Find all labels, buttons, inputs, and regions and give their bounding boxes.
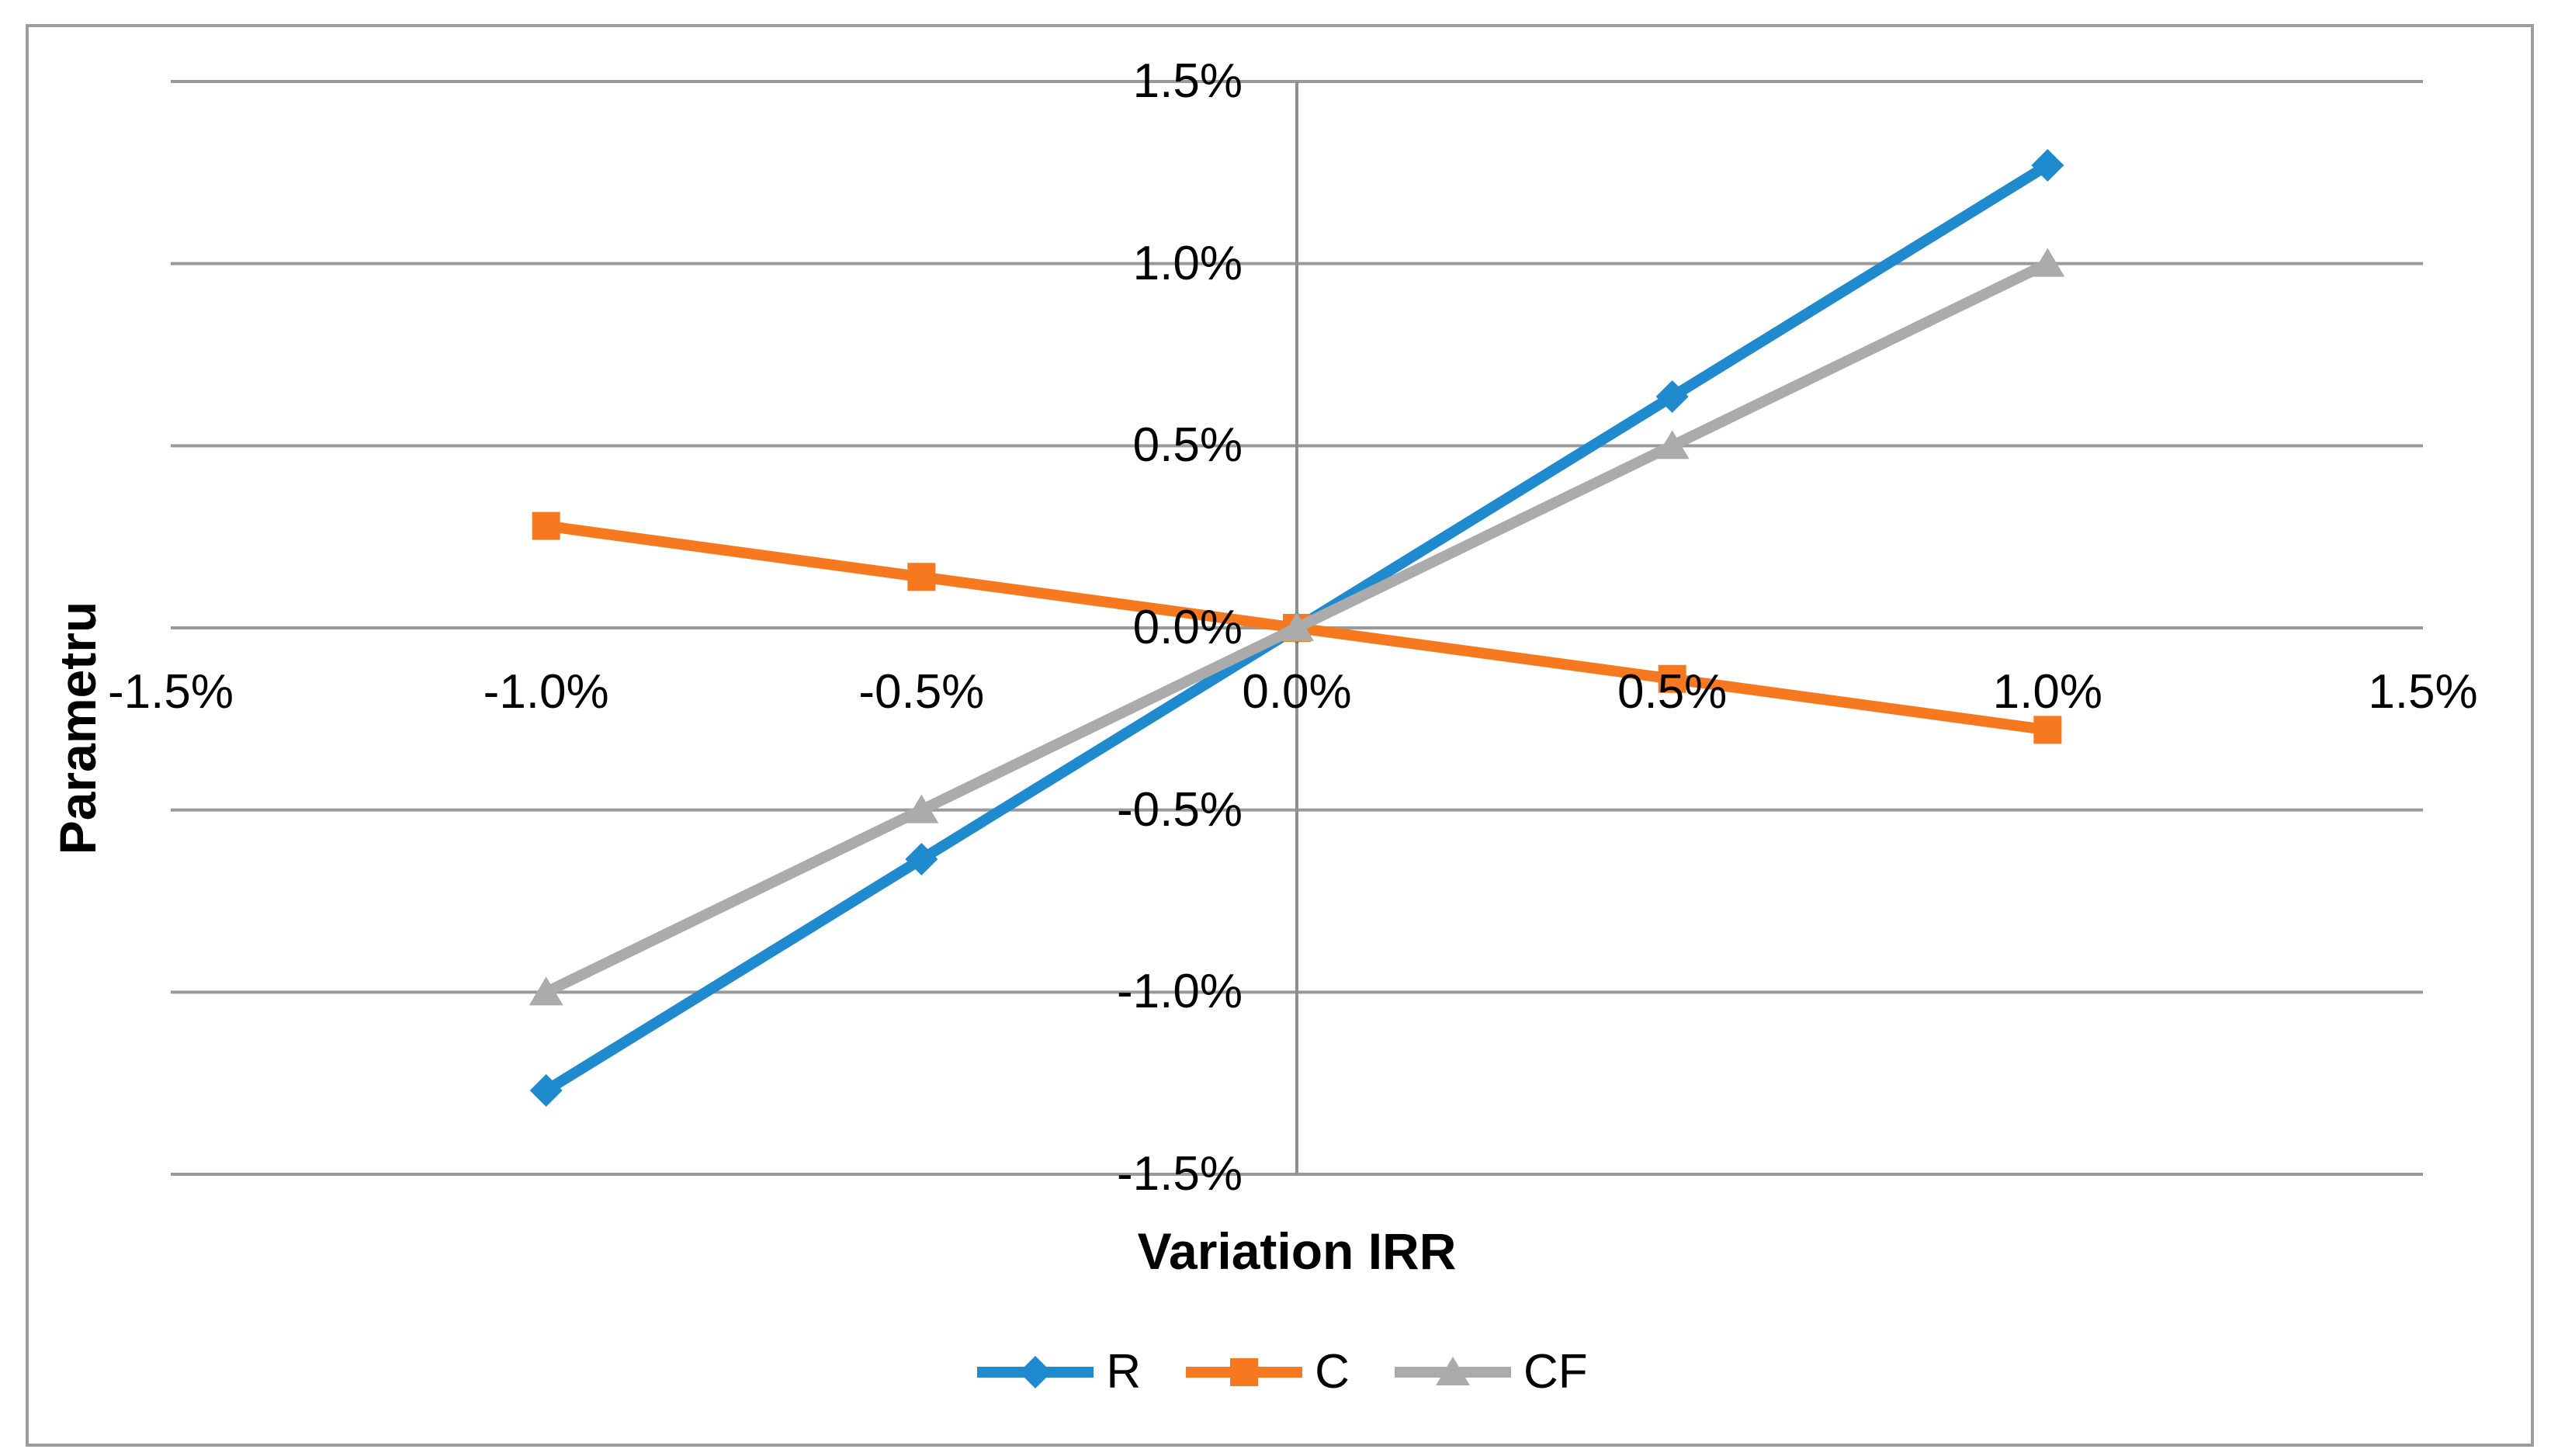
y-tick-label: 1.5% xyxy=(1132,54,1243,108)
legend-label: R xyxy=(1106,1345,1142,1399)
y-tick-label: -1.0% xyxy=(1117,965,1243,1019)
legend-label: CF xyxy=(1523,1345,1588,1399)
triangle-marker-swatch-icon xyxy=(1394,1357,1511,1385)
x-axis-title: Variation IRR xyxy=(1137,1222,1457,1280)
x-tick-label: 1.0% xyxy=(1992,665,2102,719)
legend-label: C xyxy=(1315,1345,1350,1399)
legend-item-c: C xyxy=(1186,1345,1350,1399)
x-tick-label: 0.5% xyxy=(1617,665,1728,719)
chart-border xyxy=(26,24,2534,1447)
x-tick-label: 1.5% xyxy=(2368,665,2478,719)
x-tick-label: 0.0% xyxy=(1242,665,1352,719)
y-tick-label: -1.5% xyxy=(1117,1147,1243,1201)
legend-item-r: R xyxy=(977,1345,1141,1399)
y-tick-label: -0.5% xyxy=(1117,782,1243,837)
x-tick-label: -1.0% xyxy=(483,665,609,719)
x-tick-label: -0.5% xyxy=(858,665,985,719)
x-tick-label: -1.5% xyxy=(108,665,234,719)
square-marker-swatch-icon xyxy=(1186,1358,1303,1386)
diamond-marker-swatch-icon xyxy=(977,1356,1094,1388)
y-tick-label: 0.5% xyxy=(1132,418,1243,473)
y-tick-label: 0.0% xyxy=(1132,601,1243,654)
y-tick-label: 1.0% xyxy=(1132,236,1243,290)
legend: R C CF xyxy=(0,1341,2565,1403)
y-axis-title-text: Parametru xyxy=(49,601,106,855)
legend-item-cf: CF xyxy=(1394,1345,1588,1399)
